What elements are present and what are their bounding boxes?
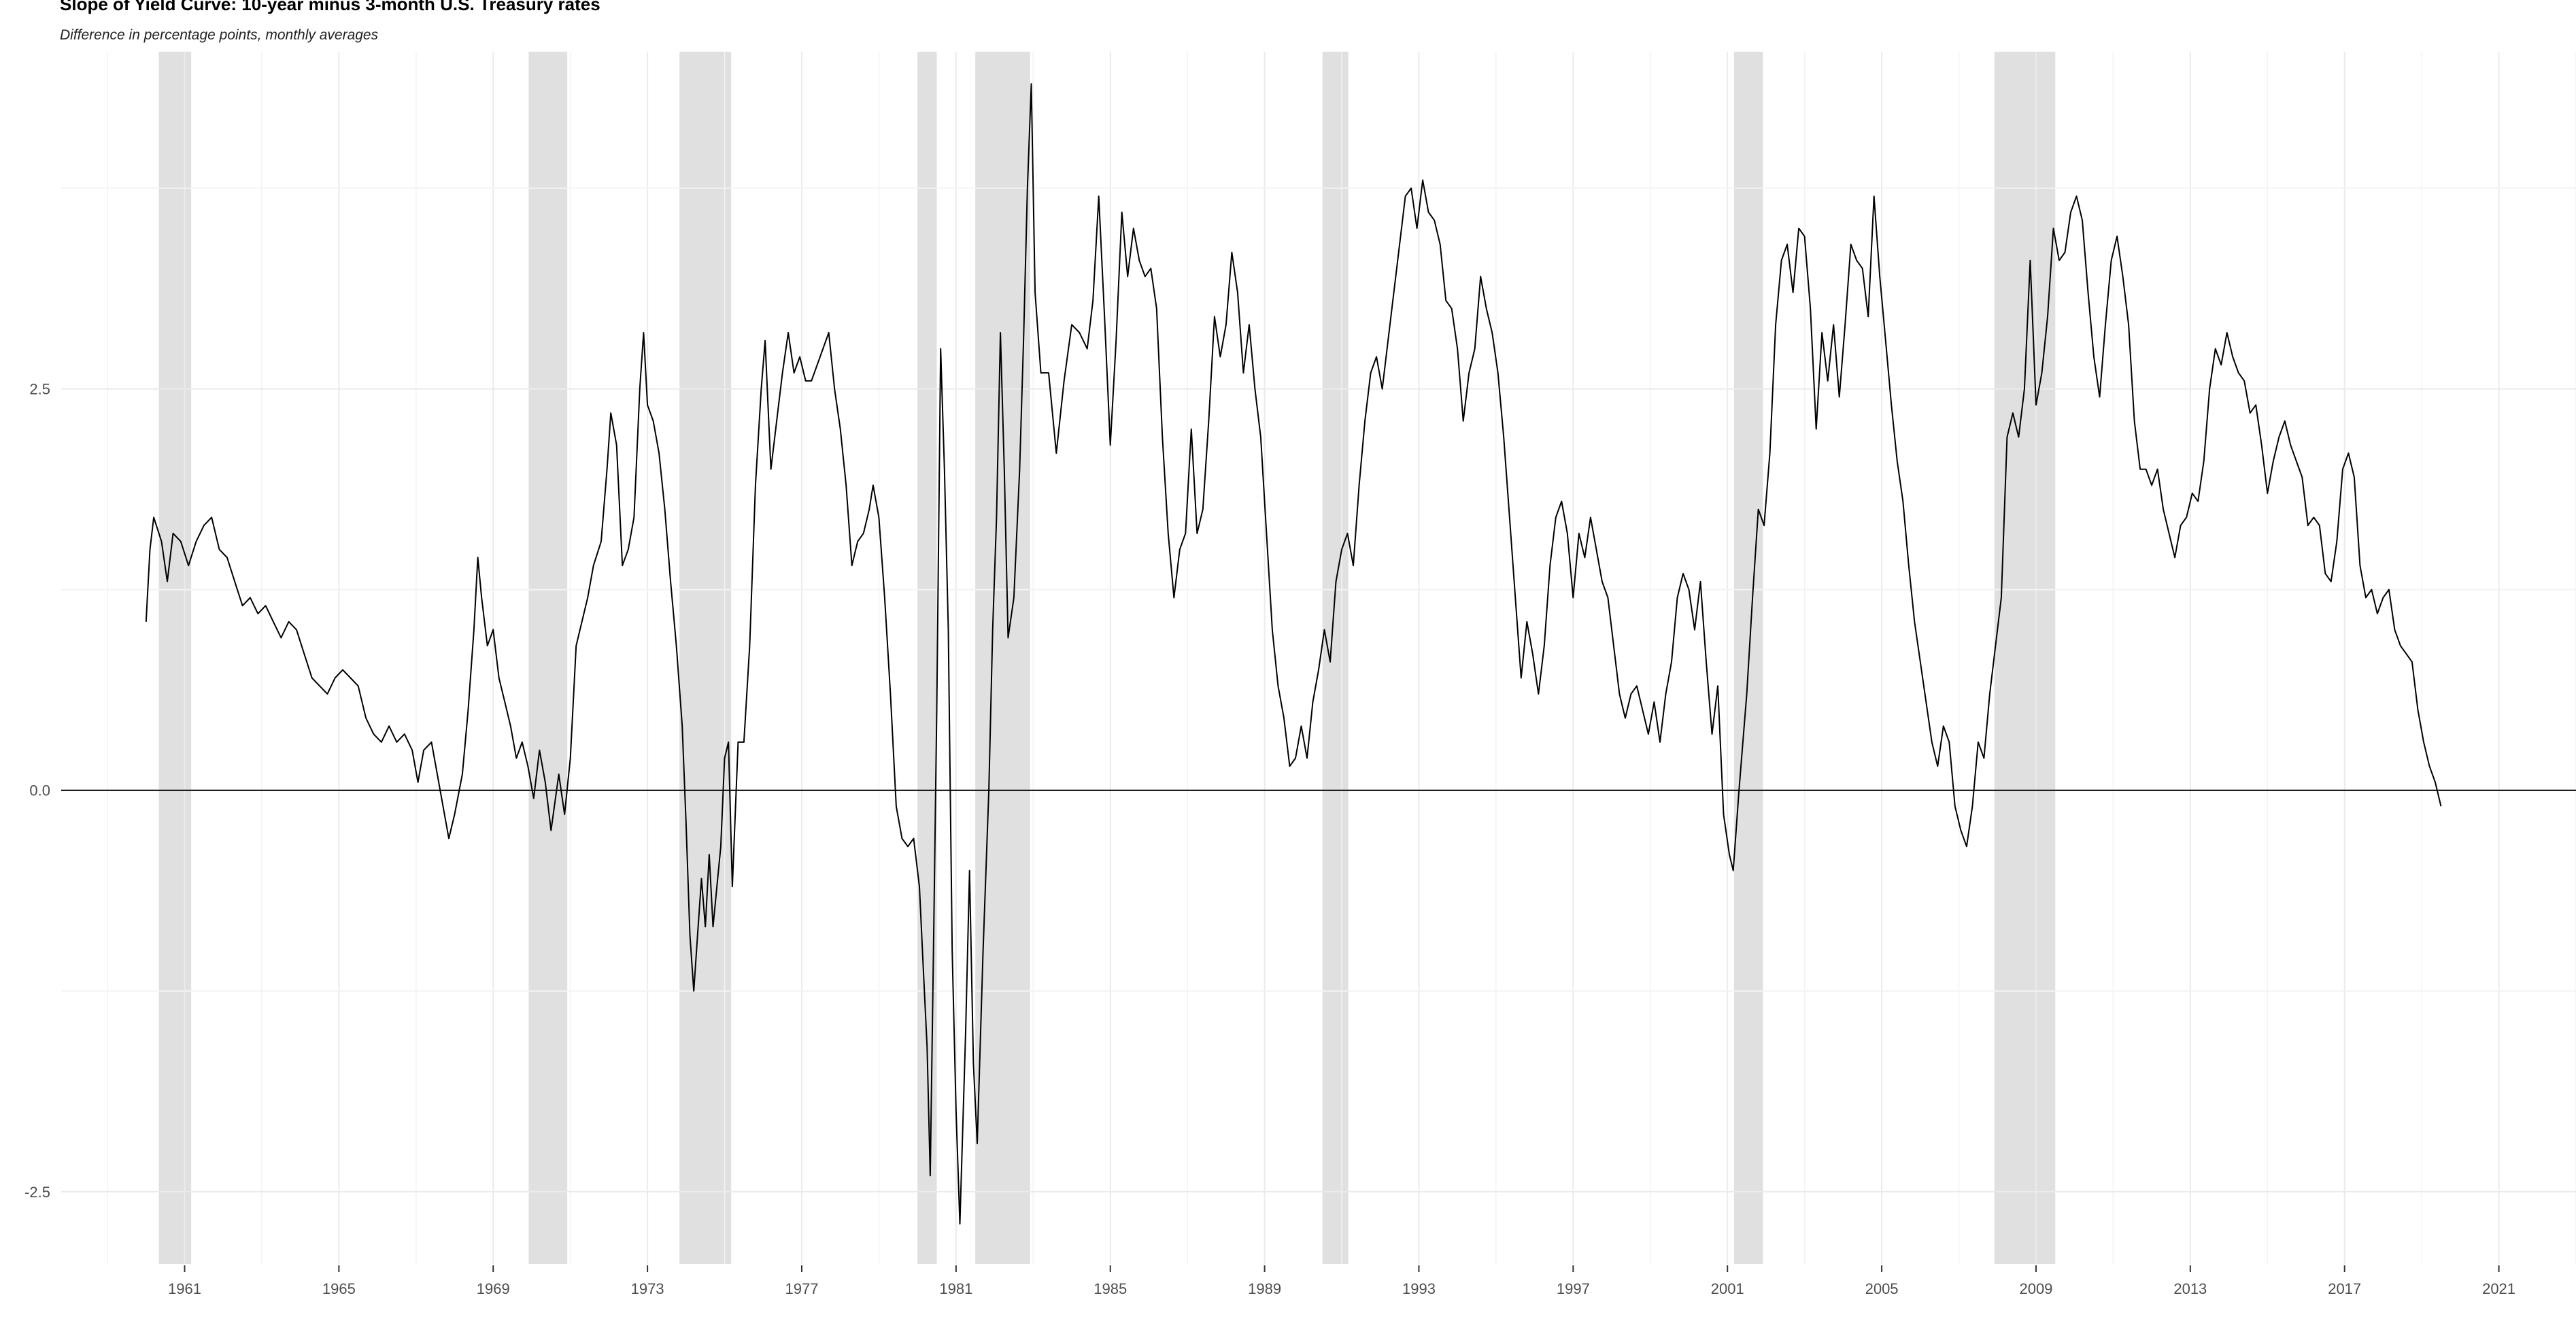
x-tick-label: 1993 xyxy=(1402,1280,1436,1297)
y-tick-label: 2.5 xyxy=(29,381,50,398)
recession-band xyxy=(917,52,937,1264)
recession-band xyxy=(158,52,192,1264)
x-tick-label: 1973 xyxy=(631,1280,664,1297)
recession-band xyxy=(679,52,732,1264)
x-tick-label: 2013 xyxy=(2173,1280,2207,1297)
x-tick-label: 1989 xyxy=(1248,1280,1281,1297)
recession-band xyxy=(528,52,568,1264)
recession-band xyxy=(1994,52,2056,1264)
x-axis: 1961 1965 1969 1973 1977 1981 1985 1989 1993 1997… xyxy=(168,1265,2515,1297)
chart-subtitle: Difference in percentage points, monthly… xyxy=(60,27,379,43)
x-tick-label: 2009 xyxy=(2019,1280,2052,1297)
x-tick-label: 1969 xyxy=(477,1280,510,1297)
y-tick-label: -2.5 xyxy=(24,1184,50,1201)
x-tick-label: 1985 xyxy=(1094,1280,1127,1297)
x-tick-label: 1981 xyxy=(939,1280,972,1297)
x-tick-label: 2021 xyxy=(2482,1280,2515,1297)
x-tick-label: 2005 xyxy=(1865,1280,1899,1297)
x-tick-label: 2001 xyxy=(1711,1280,1744,1297)
series-line xyxy=(145,83,2442,1225)
chart-title: Slope of Yield Curve: 10-year minus 3-mo… xyxy=(60,0,600,14)
x-tick-label: 1977 xyxy=(785,1280,819,1297)
recession-band xyxy=(975,52,1030,1264)
x-tick-label: 1961 xyxy=(168,1280,201,1297)
x-tick-label: 2017 xyxy=(2328,1280,2361,1297)
y-tick-label: 0.0 xyxy=(29,782,50,799)
x-tick-label: 1965 xyxy=(322,1280,356,1297)
x-tick-label: 1997 xyxy=(1557,1280,1590,1297)
recession-bands xyxy=(158,52,2056,1264)
y-axis: -2.5 0.0 2.5 xyxy=(24,381,50,1201)
gridlines xyxy=(61,52,2576,1264)
recession-band xyxy=(1322,52,1349,1264)
